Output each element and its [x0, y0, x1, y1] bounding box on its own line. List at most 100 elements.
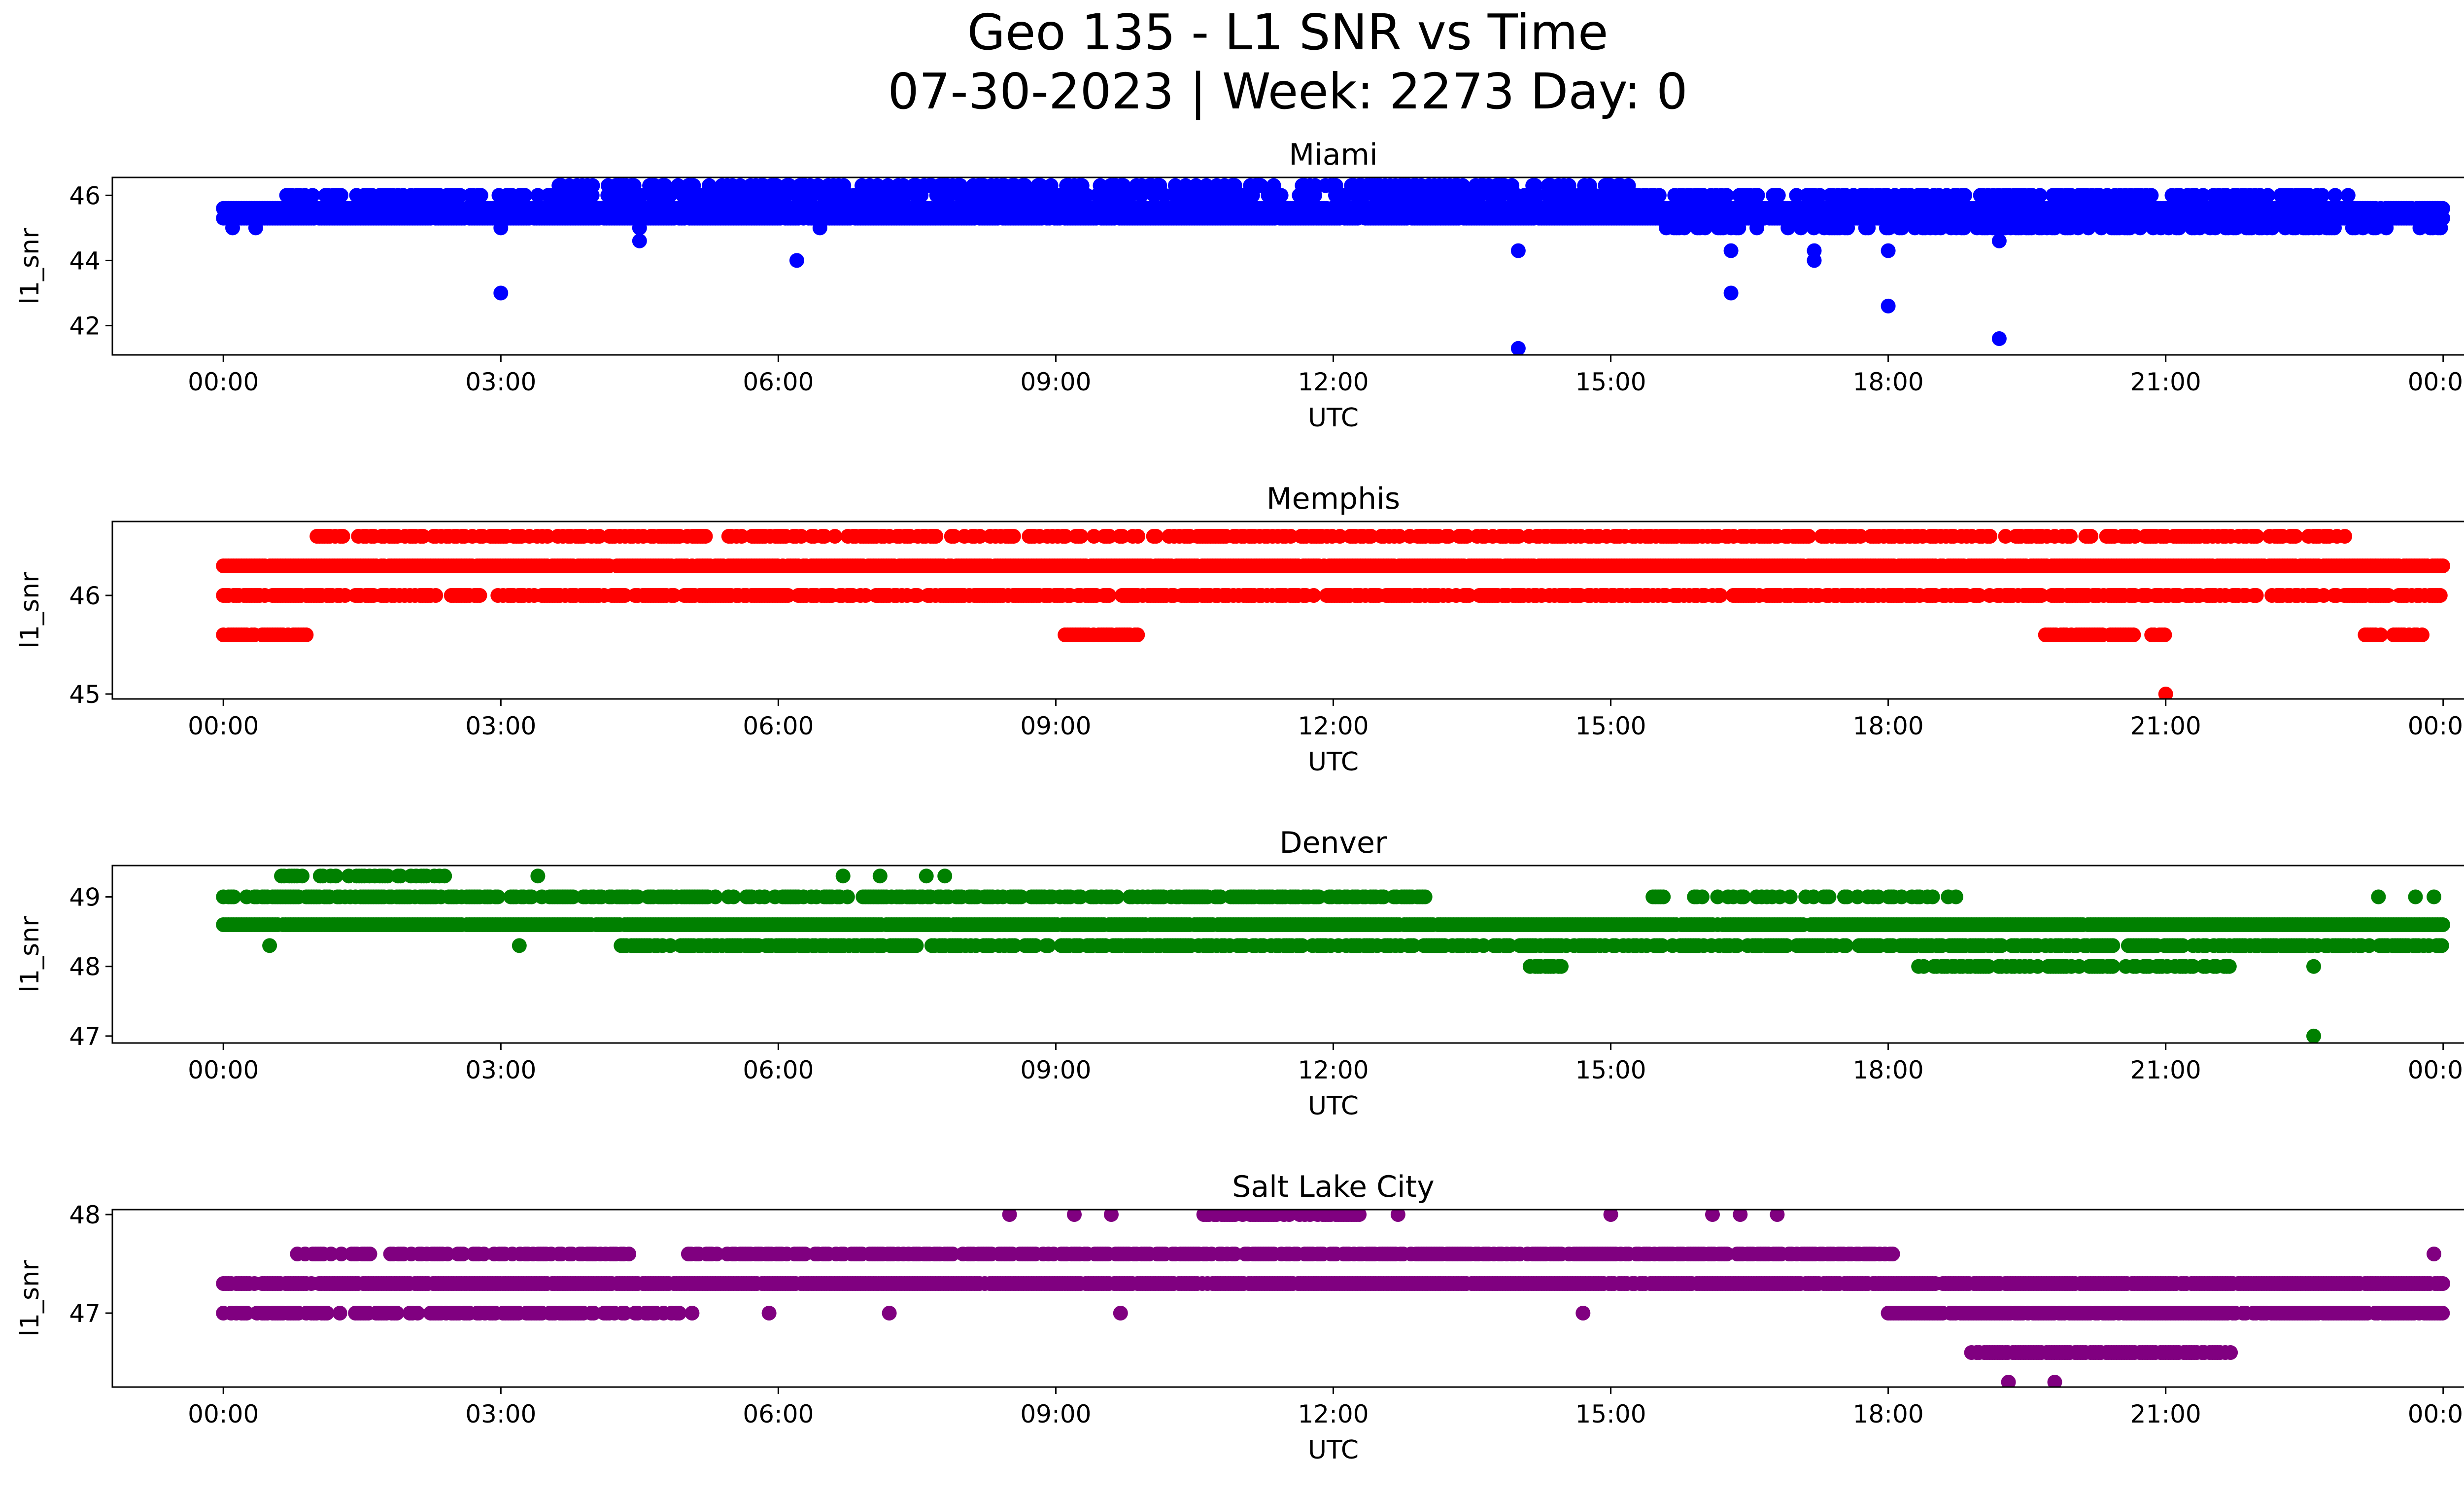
data-point: [632, 233, 647, 248]
data-point: [733, 178, 748, 193]
data-point: [617, 588, 632, 603]
data-point: [2316, 588, 2331, 603]
data-point: [1882, 220, 1897, 236]
data-point: [1152, 178, 1167, 193]
data-point: [1957, 188, 1972, 203]
data-point: [632, 220, 647, 236]
y-tick-label: 46: [69, 582, 101, 610]
data-point: [2340, 188, 2356, 203]
x-tick-label: 03:00: [465, 712, 536, 740]
data-point: [1677, 220, 1692, 236]
data-point: [2132, 220, 2148, 236]
data-point: [1894, 220, 1910, 236]
data-point: [1853, 529, 1868, 544]
data-point: [698, 529, 713, 544]
data-point: [428, 588, 444, 603]
data-point: [817, 529, 832, 544]
axes-frame: [111, 521, 2464, 700]
data-point: [1462, 588, 1476, 603]
data-point: [1102, 529, 1117, 544]
data-point: [452, 188, 468, 203]
data-point: [1881, 298, 1896, 313]
data-point: [1086, 529, 1101, 544]
y-tick-label: 46: [69, 181, 101, 210]
y-axis-label: l1_snr: [15, 572, 45, 649]
data-point: [1806, 220, 1821, 236]
data-point: [1712, 588, 1728, 603]
data-point: [1807, 253, 1822, 268]
data-point: [1771, 188, 1786, 203]
data-point: [1731, 220, 1746, 236]
data-point: [670, 178, 685, 193]
data-point: [2368, 220, 2384, 236]
data-point: [415, 529, 431, 544]
data-point: [2032, 188, 2048, 203]
data-point: [666, 588, 682, 603]
x-tick-label: 00:00: [2408, 368, 2464, 396]
data-point: [2171, 220, 2187, 236]
data-point: [2047, 220, 2062, 236]
data-point: [858, 588, 873, 603]
x-tick-label: 18:00: [1853, 712, 1924, 740]
data-point: [1074, 178, 1090, 193]
panel-title: Memphis: [1266, 482, 1400, 516]
data-point: [1178, 178, 1193, 193]
y-tick-label: 42: [69, 312, 101, 341]
data-point: [1861, 220, 1876, 236]
data-point: [530, 188, 546, 203]
data-point: [585, 178, 600, 193]
data-point: [1364, 529, 1379, 544]
x-tick-label: 21:00: [2130, 712, 2201, 740]
data-point: [2415, 627, 2430, 642]
data-point: [1991, 331, 2007, 346]
data-point: [734, 529, 749, 544]
data-point: [1189, 178, 1203, 193]
data-point: [793, 529, 809, 544]
x-tick-label: 03:00: [465, 368, 536, 396]
x-tick-label: 15:00: [1575, 712, 1646, 740]
data-point: [836, 178, 852, 193]
data-point: [1789, 188, 1804, 203]
data-point: [686, 178, 701, 193]
data-point: [2122, 220, 2137, 236]
data-point: [1651, 188, 1667, 203]
data-point: [1283, 529, 1299, 544]
data-point: [896, 178, 911, 193]
data-point: [1116, 178, 1131, 193]
data-point: [1793, 220, 1809, 236]
scatter-points: [216, 178, 2450, 355]
data-point: [1750, 188, 1765, 203]
data-point: [2379, 220, 2394, 236]
data-point: [2208, 220, 2223, 236]
x-tick-label: 06:00: [743, 368, 814, 396]
x-tick-label: 15:00: [1575, 368, 1646, 396]
data-point: [1307, 178, 1323, 193]
data-point: [1101, 588, 1117, 603]
data-point: [812, 220, 827, 236]
data-point: [1033, 178, 1048, 193]
data-point: [305, 188, 320, 203]
data-point: [1253, 178, 1268, 193]
data-point: [1148, 529, 1164, 544]
data-point: [1510, 341, 1526, 355]
data-point: [1227, 178, 1242, 193]
data-point: [1333, 529, 1347, 544]
data-point: [1561, 178, 1576, 193]
data-point: [1780, 220, 1796, 236]
data-point: [1167, 178, 1183, 193]
data-point: [2381, 588, 2396, 603]
data-point: [2327, 188, 2343, 203]
data-point: [1018, 178, 1033, 193]
data-point: [1505, 178, 1520, 193]
y-tick-label: 45: [69, 680, 101, 709]
x-tick-label: 21:00: [2130, 368, 2201, 396]
data-point: [1073, 529, 1089, 544]
data-point: [1621, 178, 1636, 193]
data-point: [2126, 627, 2141, 642]
data-point: [2081, 220, 2096, 236]
data-point: [928, 529, 944, 544]
data-point: [1956, 220, 1972, 236]
data-point: [953, 178, 968, 193]
figure-title-line2: 07-30-2023 | Week: 2273 Day: 0: [888, 63, 1687, 120]
